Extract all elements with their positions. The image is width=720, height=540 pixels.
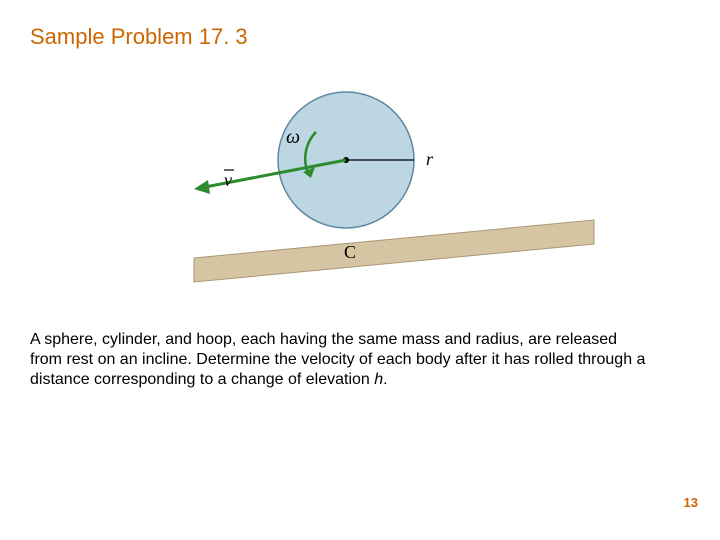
slide-title: Sample Problem 17. 3 (30, 24, 248, 50)
svg-text:v: v (224, 170, 232, 190)
contact-point-label: C (344, 242, 356, 262)
omega-label: ω (286, 126, 300, 148)
problem-figure: r ω v C (186, 80, 596, 300)
body-text-end: . (383, 371, 387, 388)
velocity-arrow-tip (194, 180, 210, 194)
v-bar-label: v (224, 170, 234, 190)
page-number: 13 (684, 495, 698, 510)
incline-plane (194, 220, 594, 282)
r-label: r (426, 149, 434, 169)
body-text-var: h (374, 371, 383, 388)
body-text-main: A sphere, cylinder, and hoop, each havin… (30, 331, 645, 388)
problem-statement: A sphere, cylinder, and hoop, each havin… (30, 330, 650, 390)
